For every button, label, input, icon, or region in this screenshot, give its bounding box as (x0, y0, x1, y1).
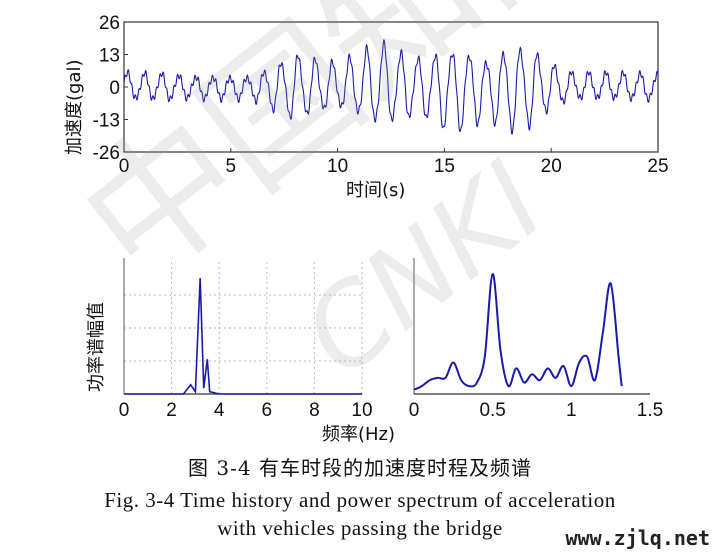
y-tick-label-1: 26 (99, 13, 120, 34)
x-tick-label-3: 1 (566, 400, 577, 421)
y-axis-label-1: 加速度(gal) (64, 59, 85, 155)
y-tick-label-1: -26 (93, 143, 120, 164)
y-tick-label-1: 0 (109, 78, 120, 99)
x-axis-label-1: 时间(s) (346, 180, 405, 201)
y-tick-label-1: 13 (99, 46, 120, 67)
plot-frame-1 (123, 21, 659, 153)
x-tick-label-1: 20 (541, 156, 562, 177)
x-tick-label-2: 2 (166, 400, 177, 421)
x-tick-label-3: 0.5 (479, 400, 505, 421)
x-tick-label-1: 15 (434, 156, 455, 177)
x-tick-label-2: 6 (262, 400, 273, 421)
series-line-spectrum-zoom (413, 272, 623, 391)
site-watermark: www.zjlq.net (561, 526, 714, 550)
x-tick-label-1: 0 (119, 156, 130, 177)
x-tick-label-2: 10 (351, 400, 372, 421)
y-axis-label-2: 功率谱幅值 (86, 302, 107, 392)
chart-time-history: 0 5 10 15 20 25 26 13 0 -13 -26 时间(s) 加速度(gal) (64, 13, 669, 201)
x-tick-label-1: 10 (327, 156, 348, 177)
caption-english-line1: Fig. 3-4 Time history and power spectrum… (104, 488, 616, 512)
chart-spectrum-full: 0 2 4 6 8 10 频率(Hz) 功率谱幅值 (86, 258, 395, 445)
x-tick-label-2: 8 (309, 400, 320, 421)
series-line-acceleration (123, 38, 659, 136)
x-axis-label-2: 频率(Hz) (322, 424, 395, 445)
y-tick-label-1: -13 (93, 111, 120, 132)
x-tick-label-1: 5 (226, 156, 237, 177)
chart-spectrum-zoom: 0 0.5 1 1.5 (409, 258, 663, 421)
caption-english-line2: with vehicles passing the bridge (217, 516, 503, 540)
x-tick-label-2: 4 (214, 400, 225, 421)
series-line-spectrum (124, 277, 362, 395)
x-tick-label-3: 1.5 (637, 400, 663, 421)
caption-chinese: 图 3-4 有车时段的加速度时程及频谱 (188, 456, 532, 480)
x-tick-label-1: 25 (647, 156, 668, 177)
x-tick-label-2: 0 (119, 400, 130, 421)
x-tick-label-3: 0 (409, 400, 420, 421)
